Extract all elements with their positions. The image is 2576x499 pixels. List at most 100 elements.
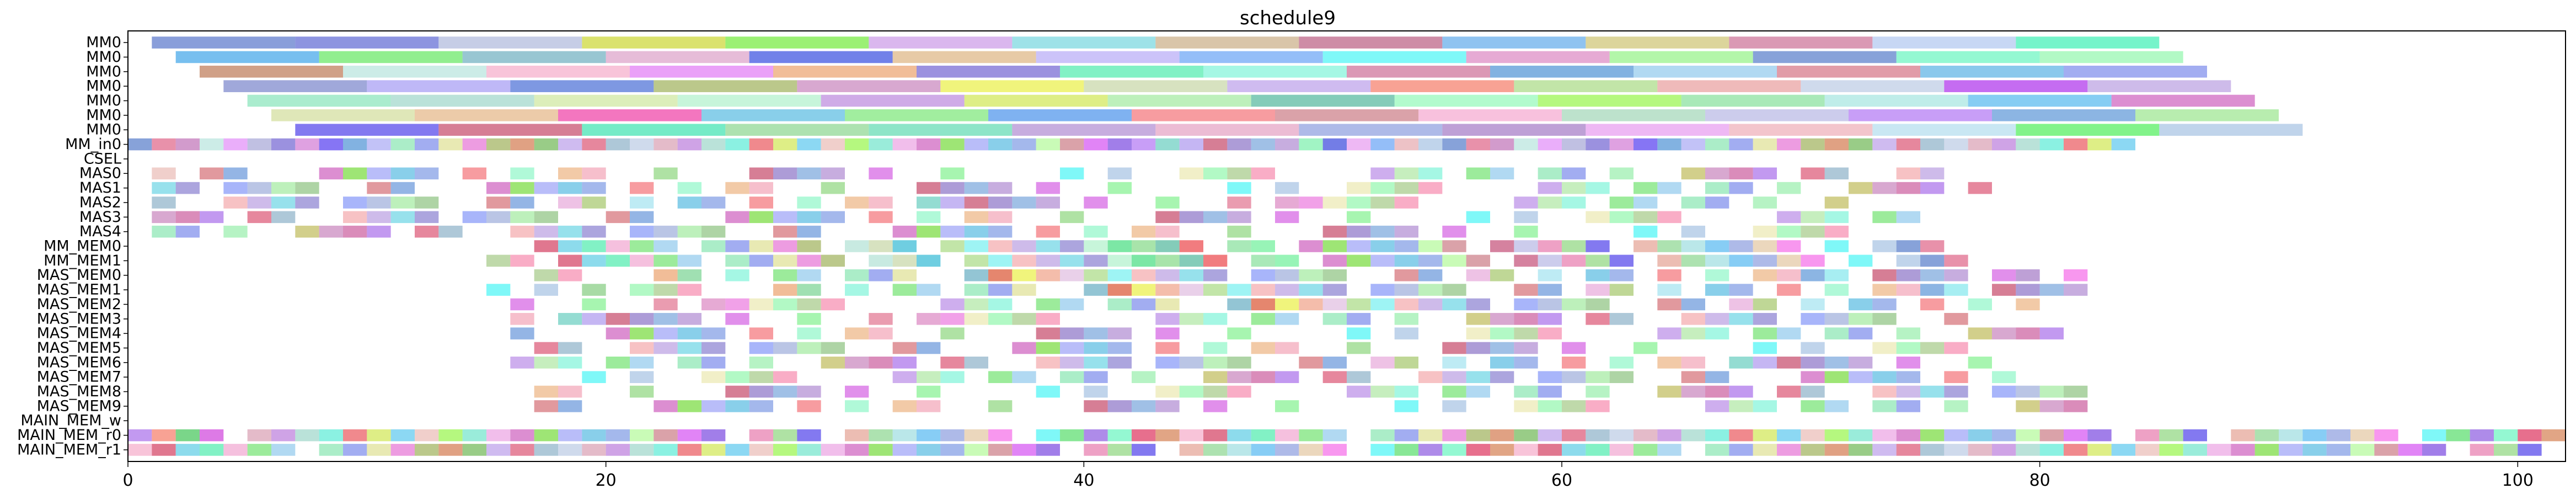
task-bar — [1132, 240, 1156, 252]
chart-title: schedule9 — [1240, 7, 1336, 29]
task-bar — [1849, 444, 1873, 456]
task-bar — [319, 225, 343, 238]
task-bar-mm — [1753, 51, 1897, 63]
task-bar — [630, 371, 654, 383]
task-bar-mm — [200, 65, 343, 78]
task-bar — [582, 444, 606, 456]
task-bar — [725, 444, 749, 456]
task-bar — [773, 225, 797, 238]
task-bar — [271, 138, 296, 151]
task-bar — [1394, 240, 1418, 252]
task-bar — [1538, 400, 1562, 412]
task-bar — [1872, 298, 1897, 311]
task-bar-mm — [367, 80, 511, 92]
task-bar — [2302, 429, 2327, 442]
task-bar — [1322, 444, 1347, 456]
task-bar — [1586, 138, 1610, 151]
task-bar-mm — [606, 51, 749, 63]
task-bar — [1944, 444, 1968, 456]
task-bar — [1753, 167, 1777, 180]
task-bar — [223, 444, 248, 456]
row-label: MAS0 — [79, 165, 121, 182]
task-bar — [1849, 182, 1873, 194]
task-bar — [1179, 284, 1203, 296]
task-bar — [1657, 138, 1681, 151]
task-bar-mm — [1203, 65, 1347, 78]
task-bar-mm — [175, 51, 319, 63]
task-bar — [964, 429, 988, 442]
task-bar — [940, 197, 965, 209]
row-label: MAS_MEM3 — [37, 310, 121, 327]
task-bar — [1012, 371, 1036, 383]
task-bar — [964, 357, 988, 369]
task-bar — [1681, 167, 1705, 180]
task-bar — [1418, 269, 1443, 282]
task-bar — [797, 167, 821, 180]
task-bar-mm — [1705, 109, 1849, 121]
task-bar — [1896, 385, 1920, 398]
task-bar — [1132, 284, 1156, 296]
row-label: MM0 — [86, 78, 121, 95]
task-bar — [1394, 298, 1418, 311]
task-bar — [749, 240, 773, 252]
task-bar — [773, 385, 797, 398]
task-bar — [845, 400, 869, 412]
task-bar — [1992, 371, 2016, 383]
task-bar — [1370, 284, 1395, 296]
task-bar — [1322, 225, 1347, 238]
task-bar — [749, 167, 773, 180]
task-bar — [845, 327, 869, 339]
task-bar — [558, 240, 582, 252]
task-bar-mm — [1729, 124, 1873, 136]
task-bar — [940, 371, 965, 383]
task-bar — [2135, 429, 2160, 442]
task-bar — [869, 254, 893, 267]
task-bar — [821, 254, 845, 267]
task-bar — [797, 342, 821, 354]
task-bar — [415, 429, 439, 442]
task-bar-mm — [677, 94, 821, 107]
task-bar-mm — [2159, 124, 2303, 136]
task-bar — [630, 197, 654, 209]
task-bar — [1442, 342, 1466, 354]
task-bar — [1514, 327, 1538, 339]
task-bar-mm — [1347, 65, 1490, 78]
task-bar — [1777, 182, 1801, 194]
task-bar — [1203, 371, 1228, 383]
task-bar — [1777, 269, 1801, 282]
task-bar — [1849, 371, 1873, 383]
task-bar — [630, 312, 654, 325]
task-bar — [1992, 429, 2016, 442]
task-bar — [1299, 429, 1323, 442]
task-bar — [2064, 269, 2088, 282]
task-bar — [1227, 138, 1251, 151]
task-bar — [2064, 429, 2088, 442]
row-label: MAS4 — [79, 223, 121, 240]
task-bar — [773, 371, 797, 383]
task-bar — [1466, 429, 1490, 442]
task-bar — [606, 327, 630, 339]
task-bar — [1251, 444, 1275, 456]
task-bar — [1466, 371, 1490, 383]
task-bar — [1849, 138, 1873, 151]
task-bar — [486, 211, 511, 224]
task-bar — [1634, 240, 1658, 252]
task-bar — [797, 284, 821, 296]
task-bar — [1370, 197, 1395, 209]
task-bar — [1418, 182, 1443, 194]
task-bar-mm — [1562, 109, 1705, 121]
x-tick-label: 60 — [1551, 471, 1572, 490]
task-bar — [1514, 138, 1538, 151]
task-bar — [1418, 254, 1443, 267]
task-bar — [1753, 298, 1777, 311]
task-bar — [1920, 284, 1945, 296]
task-bar — [415, 197, 439, 209]
task-bar — [1227, 211, 1251, 224]
task-bar — [1394, 225, 1418, 238]
task-bar — [940, 240, 965, 252]
task-bar — [917, 138, 941, 151]
task-bar — [1705, 312, 1729, 325]
task-bar-mm — [1012, 124, 1156, 136]
task-bar — [1657, 182, 1681, 194]
task-bar — [1299, 357, 1323, 369]
